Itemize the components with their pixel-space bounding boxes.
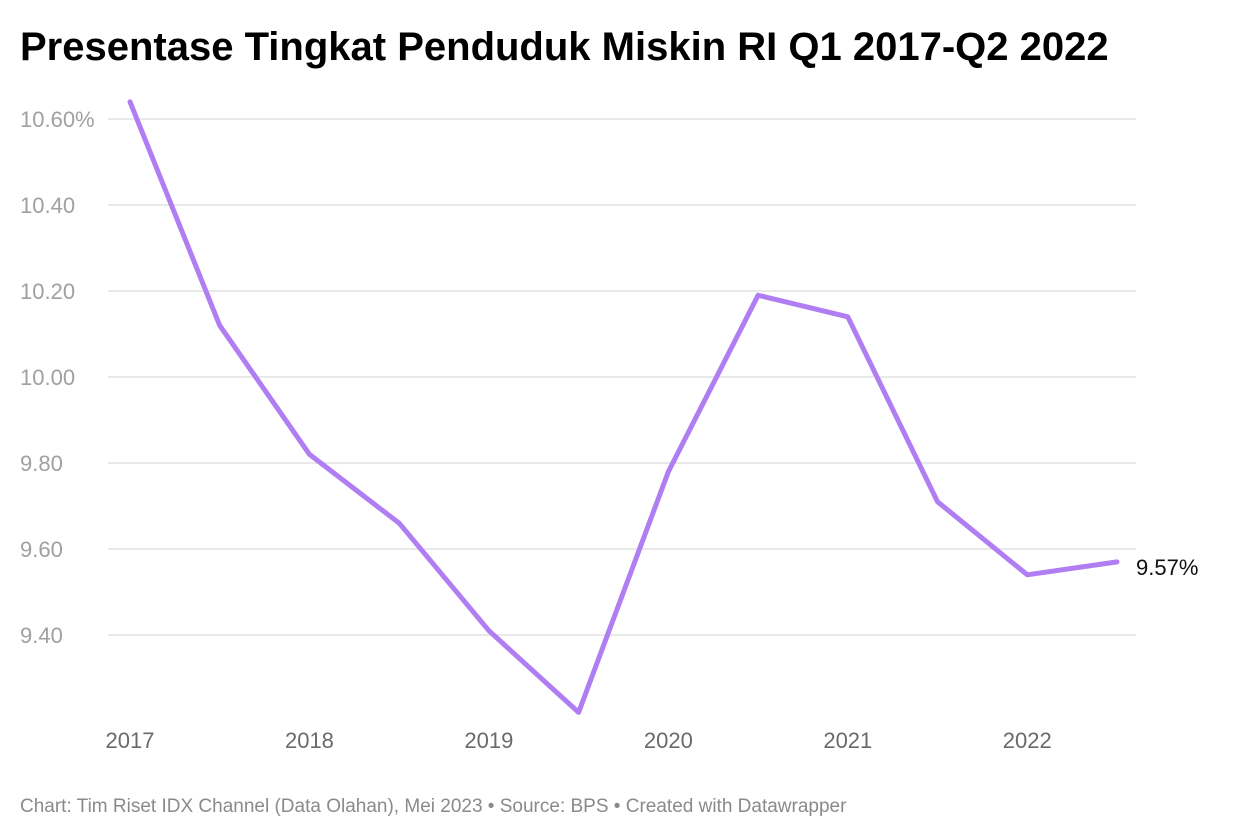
y-tick-label: 9.80 [20, 451, 63, 476]
y-tick-label: 10.60% [20, 107, 95, 132]
y-tick-label: 10.00 [20, 365, 75, 390]
y-tick-label: 9.40 [20, 623, 63, 648]
y-tick-label: 9.60 [20, 537, 63, 562]
y-tick-label: 10.40 [20, 193, 75, 218]
x-tick-label: 2020 [644, 728, 693, 753]
end-value-label: 9.57% [1136, 555, 1198, 580]
chart-footer: Chart: Tim Riset IDX Channel (Data Olaha… [20, 796, 847, 817]
x-tick-label: 2019 [464, 728, 513, 753]
series-line [127, 99, 1120, 715]
y-tick-label: 10.20 [20, 279, 75, 304]
x-axis-ticks: 2017 2018 2019 2020 2021 2022 [106, 728, 1052, 753]
x-tick-label: 2018 [285, 728, 334, 753]
x-tick-label: 2022 [1003, 728, 1052, 753]
gridlines [108, 118, 1136, 636]
x-tick-label: 2021 [823, 728, 872, 753]
x-tick-label: 2017 [106, 728, 155, 753]
y-axis-ticks: 9.40 9.60 9.80 10.00 10.20 10.40 10.60% [20, 107, 95, 648]
series-group [127, 99, 1120, 715]
chart-title: Presentase Tingkat Penduduk Miskin RI Q1… [20, 25, 1109, 69]
